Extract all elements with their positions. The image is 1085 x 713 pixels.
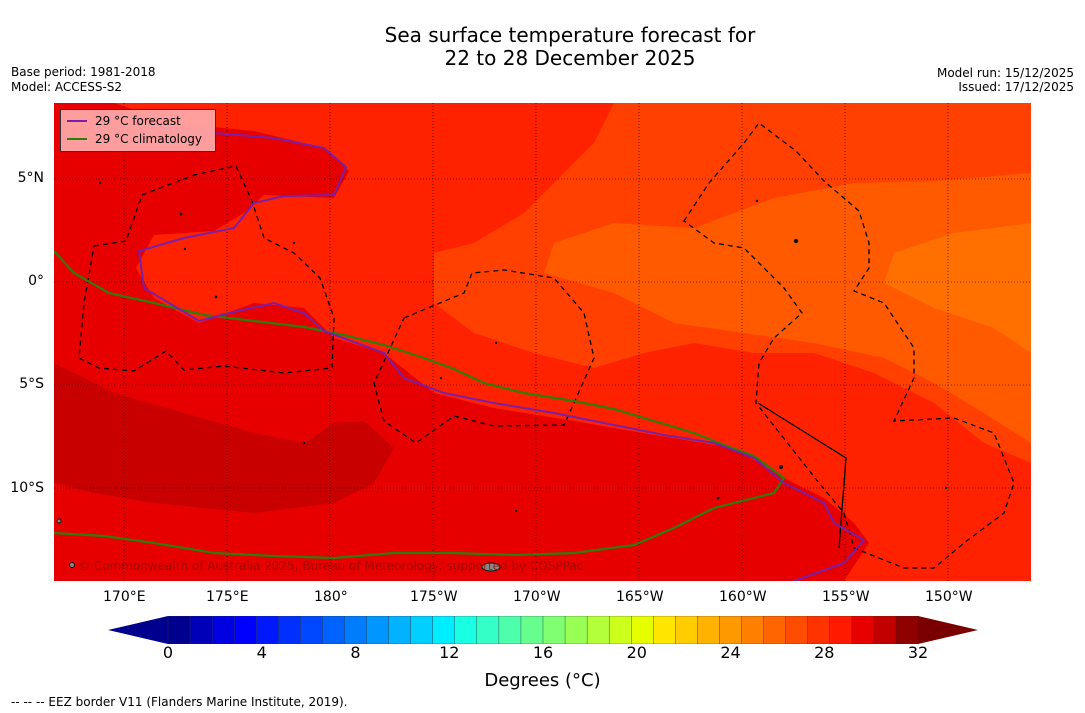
base-period-text: Base period: 1981-2018 [11,65,156,79]
colorbar-swatch [807,616,831,644]
sst-field-warmer-east [544,173,1031,443]
colorbar-swatch [454,616,478,644]
colorbar-swatch [498,616,522,644]
forecast-29c-contour [108,112,866,581]
model-text: Model: ACCESS-S2 [11,80,123,94]
colorbar-tick-label: 24 [720,643,741,662]
colorbar-swatch [256,616,279,644]
colorbar [108,616,978,644]
map-legend: 29 °C forecast 29 °C climatology [60,109,216,152]
colorbar-swatch [520,616,544,644]
colorbar-swatch [233,616,257,644]
chart-title-line1: Sea surface temperature forecast for [384,23,756,47]
legend-forecast-label: 29 °C forecast [95,114,181,128]
colorbar-swatch [167,616,191,644]
model-run-text: Model run: 15/12/2025 [936,66,1074,80]
lon-label-170e: 170°E [103,589,146,605]
colorbar-swatch [653,616,676,644]
legend-climatology-label: 29 °C climatology [95,132,203,146]
colorbar-tick-label: 32 [907,643,929,662]
colorbar-tick-label: 28 [814,643,835,662]
colorbar-swatch [388,616,412,644]
lon-label-175w: 175°W [410,589,458,605]
sst-field-warmest-east [884,223,1031,353]
grid-lines [54,103,1031,581]
colorbar-tick-label: 12 [439,643,460,662]
lon-label-175e: 175°E [206,589,249,605]
colorbar-swatch [719,616,743,644]
colorbar-swatch [785,616,809,644]
colorbar-tick-label: 16 [532,643,554,662]
eez-borders [78,122,1015,569]
colorbar-tick-label: 0 [162,643,174,662]
colorbar-swatch [586,616,610,644]
colorbar-swatch [564,616,588,644]
colorbar-swatch [211,616,235,644]
colorbar-swatch [763,616,787,644]
copyright-text: © Commonwealth of Australia 2025, Bureau… [78,559,584,573]
colorbar-swatch [895,616,919,644]
colorbar-swatch [476,616,500,644]
colorbar-swatch [410,616,434,644]
lon-label-150w: 150°W [925,589,973,605]
lon-label-165w: 165°W [616,589,664,605]
lon-label-170w: 170°W [513,589,561,605]
chart-title-line2: 22 to 28 December 2025 [444,46,696,70]
colorbar-swatch [608,616,632,644]
colorbar-swatch [322,616,346,644]
eez-note: -- -- -- EEZ border V11 (Flanders Marine… [11,695,348,709]
colorbar-swatch [829,616,853,644]
colorbar-swatch [542,616,566,644]
legend-forecast-line [67,120,87,122]
colorbar-swatch [675,616,699,644]
sst-map [54,103,1031,581]
lat-label-10s: 10°S [10,480,44,496]
colorbar-swatch [300,616,324,644]
colorbar-swatch [278,616,301,644]
issued-text: Issued: 17/12/2025 [958,80,1074,94]
colorbar-tick-label: 8 [350,643,361,662]
colorbar-swatch [366,616,390,644]
lon-label-155w: 155°W [822,589,870,605]
lat-label-0: 0° [28,273,44,289]
colorbar-swatch [873,616,897,644]
legend-climatology-line [67,138,87,140]
colorbar-swatch [344,616,368,644]
island-markers [56,181,948,572]
colorbar-label: Degrees (°C) [484,670,601,691]
colorbar-swatch [697,616,721,644]
eez-solid-segment [757,402,847,549]
colorbar-swatch [851,616,875,644]
colorbar-swatch [741,616,765,644]
legend-item-climatology: 29 °C climatology [67,131,202,147]
colorbar-swatch [189,616,213,644]
sst-field-hottest-west [54,363,394,513]
colorbar-swatch [631,616,654,644]
colorbar-over-arrow [918,616,978,644]
colorbar-under-arrow [108,616,168,644]
colorbar-swatch [432,616,456,644]
climatology-29c-contour [54,250,786,560]
samoa-islands [481,562,501,572]
colorbar-tick-label: 4 [256,643,267,662]
colorbar-tick-label: 20 [626,643,647,662]
lat-label-5s: 5°S [19,376,44,392]
legend-item-forecast: 29 °C forecast [67,113,181,129]
lon-label-160w: 160°W [719,589,767,605]
lon-label-180: 180° [314,589,348,605]
lat-label-5n: 5°N [17,170,44,186]
